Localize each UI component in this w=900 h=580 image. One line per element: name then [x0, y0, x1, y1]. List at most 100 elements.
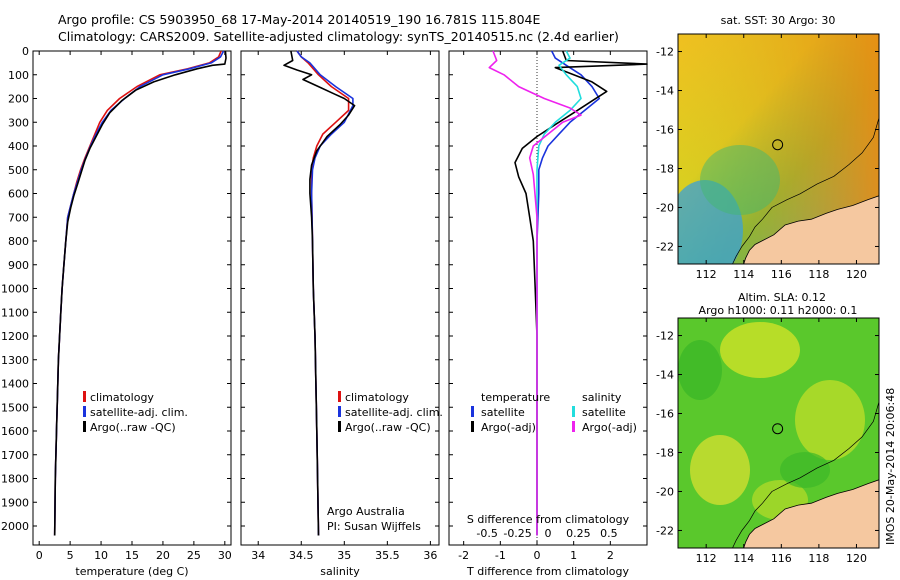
legend-swatch-s-satellite [572, 406, 575, 417]
x-tick-label: 35 [337, 549, 351, 562]
sla-map-frame [677, 317, 880, 549]
x-tick-label: 0 [534, 549, 541, 562]
lon-tick-label: 118 [808, 552, 829, 565]
legend-swatch-t-satellite [471, 406, 474, 417]
salinity-panel: 34 34.5 35 35.5 36 salinity climatology sate… [240, 50, 443, 578]
x-tick-label: 10 [94, 549, 108, 562]
x-tick-label: 34.5 [289, 549, 314, 562]
lon-tick-label: 116 [771, 552, 792, 565]
lat-tick-label: -16 [656, 124, 674, 137]
lon-tick-label: 118 [808, 268, 829, 281]
x-tick-label: 30 [218, 549, 232, 562]
depth-axis: 0 100 200 300 400 500 600 700 800 900 1000 1100 1200… [1, 45, 231, 533]
x-tick-label: 25 [187, 549, 201, 562]
sst-map-axes: -12 -14 -16 -18 -20 -22 112 114 116 118 120 [656, 34, 879, 281]
lon-tick-label: 120 [846, 268, 867, 281]
lon-tick-label: 116 [771, 268, 792, 281]
sla-low-region [780, 452, 830, 488]
bathymetry-contour [732, 401, 879, 548]
sla-map: Altim. SLA: 0.12 Argo h1000: 0.11 h2000:… [656, 291, 880, 565]
temperature-lines [53, 50, 227, 536]
depth-tick-label: 300 [8, 116, 29, 129]
lon-tick-label: 120 [846, 552, 867, 565]
s-diff-tick-label: 0 [545, 527, 552, 540]
sst-map-title: sat. SST: 30 Argo: 30 [721, 14, 836, 27]
depth-tick-label: 1500 [1, 401, 29, 414]
argo-position-marker [772, 423, 784, 435]
legend-label-satellite: satellite-adj. clim. [345, 406, 443, 419]
credit-timestamp: IMOS 20-May-2014 20:06:48 [884, 388, 897, 545]
legend-label-s-satellite: satellite [582, 406, 626, 419]
x-tick-label: 35.5 [375, 549, 400, 562]
temperature-panel: 0100200300400500600700800900100011001200… [1, 45, 232, 578]
series-line-salinity-satellite [536, 50, 582, 536]
x-tick-label: 36 [423, 549, 437, 562]
salinity-axes-frame [240, 50, 440, 546]
australia-land [743, 479, 879, 548]
legend-swatch-s-argo [572, 421, 575, 432]
lat-tick-label: -20 [656, 485, 674, 498]
depth-tick-label: 1300 [1, 354, 29, 367]
temperature-x-axis: 0 5 10 15 20 25 30 [36, 51, 232, 562]
depth-tick-label: 700 [8, 211, 29, 224]
sla-map-subtitle: Argo h1000: 0.11 h2000: 0.1 [699, 304, 858, 317]
lat-tick-label: -14 [656, 85, 674, 98]
depth-tick-label: 1100 [1, 306, 29, 319]
x-tick-label: -2 [458, 549, 469, 562]
legend-swatch-satellite [83, 406, 86, 417]
legend-label-climatology: climatology [90, 391, 154, 404]
legend-title-temperature: temperature [481, 391, 550, 404]
lat-tick-label: -12 [656, 330, 674, 343]
depth-tick-label: 1700 [1, 449, 29, 462]
s-diff-tick-label: 0.25 [566, 527, 591, 540]
sst-map: sat. SST: 30 Argo: 30 -12 -14 -16 -18 -20 -22… [656, 14, 880, 281]
sla-high-region [720, 322, 800, 378]
depth-tick-label: 100 [8, 69, 29, 82]
bathymetry-contour [732, 117, 879, 264]
sst-map-frame [677, 33, 880, 265]
difference-legend: temperature satellite Argo(-adj) salinit… [471, 391, 637, 434]
legend-swatch-t-argo [471, 421, 474, 432]
legend-label-s-argo: Argo(-adj) [582, 421, 637, 434]
data-source-annotation: Argo Australia [327, 505, 405, 518]
depth-tick-label: 1900 [1, 496, 29, 509]
legend-label-argo: Argo(..raw -QC) [90, 421, 176, 434]
x-tick-label: 34 [251, 549, 265, 562]
lat-tick-label: -14 [656, 369, 674, 382]
salinity-legend: climatology satellite-adj. clim. Argo(..… [338, 391, 443, 434]
lon-tick-label: 112 [696, 552, 717, 565]
depth-tick-label: 200 [8, 93, 29, 106]
lat-tick-label: -22 [656, 240, 674, 253]
depth-tick-label: 800 [8, 235, 29, 248]
legend-swatch-climatology [338, 391, 341, 402]
s-difference-tick-labels: -0.5 -0.25 0 0.25 0.5 [476, 527, 617, 540]
lat-tick-label: -18 [656, 446, 674, 459]
salinity-x-axis: 34 34.5 35 35.5 36 [251, 51, 437, 562]
pi-annotation: PI: Susan Wijffels [327, 520, 421, 533]
s-difference-axis-label: S difference from climatology [467, 513, 630, 526]
sla-map-axes: -12 -14 -16 -18 -20 -22 112 114 116 118 120 [656, 318, 879, 565]
temperature-axes-frame [32, 50, 232, 546]
x-tick-label: 5 [67, 549, 74, 562]
sla-map-title: Altim. SLA: 0.12 [738, 291, 826, 304]
difference-panel: -2 -1 0 1 2 T difference from climatology S … [448, 50, 648, 578]
legend-label-climatology: climatology [345, 391, 409, 404]
depth-tick-label: 1000 [1, 283, 29, 296]
lat-tick-label: -12 [656, 46, 674, 59]
salinity-axis-label: salinity [320, 565, 360, 578]
x-tick-label: 0 [36, 549, 43, 562]
lat-tick-label: -18 [656, 162, 674, 175]
legend-swatch-argo [83, 421, 86, 432]
difference-axes-frame [448, 50, 648, 546]
australia-land [743, 195, 879, 264]
legend-swatch-satellite [338, 406, 341, 417]
x-tick-label: 2 [607, 549, 614, 562]
sla-high-region [690, 435, 750, 505]
depth-tick-label: 600 [8, 188, 29, 201]
depth-tick-label: 400 [8, 140, 29, 153]
depth-tick-label: 0 [22, 45, 29, 58]
x-tick-label: 15 [125, 549, 139, 562]
legend-swatch-argo [338, 421, 341, 432]
legend-label-satellite: satellite-adj. clim. [90, 406, 188, 419]
